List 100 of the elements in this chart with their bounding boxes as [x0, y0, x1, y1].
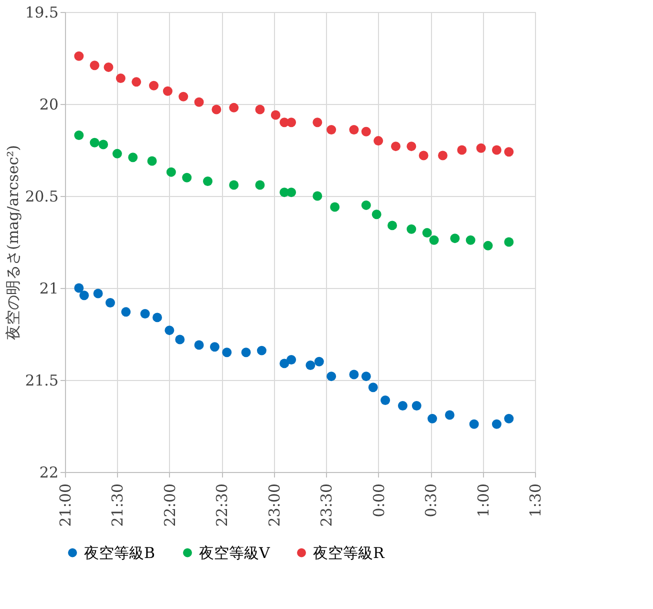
point — [492, 419, 502, 429]
y-tick-label: 20 — [39, 96, 58, 114]
legend-label: 夜空等級R — [313, 544, 385, 562]
point — [450, 234, 460, 244]
point — [93, 288, 103, 298]
point — [368, 382, 378, 392]
point — [90, 60, 100, 70]
point — [194, 340, 204, 350]
point — [74, 51, 84, 61]
point — [361, 126, 371, 136]
point — [140, 309, 150, 318]
point — [162, 86, 172, 96]
point — [116, 74, 126, 83]
point — [106, 298, 115, 308]
point — [132, 77, 142, 87]
point — [175, 334, 185, 344]
x-tick-label: 0:30 — [422, 484, 440, 518]
point — [492, 145, 502, 155]
point — [147, 156, 157, 166]
point — [152, 312, 162, 322]
point — [398, 401, 408, 410]
point — [504, 237, 514, 247]
point — [429, 235, 439, 245]
point — [380, 396, 390, 405]
point — [374, 136, 384, 146]
y-tick-label: 21.5 — [25, 372, 58, 390]
point — [98, 140, 108, 150]
point — [121, 307, 131, 317]
point — [306, 360, 316, 370]
point — [286, 118, 296, 128]
point — [255, 104, 265, 114]
point — [229, 102, 239, 112]
point — [194, 97, 204, 107]
x-tick-label: 23:30 — [318, 484, 336, 527]
point — [212, 104, 222, 114]
point — [469, 419, 479, 429]
point — [349, 125, 359, 134]
point — [164, 326, 174, 336]
point — [372, 210, 382, 220]
x-tick-label: 21:00 — [56, 484, 74, 527]
point — [326, 372, 336, 382]
point — [412, 401, 422, 410]
x-tick-label: 23:00 — [265, 484, 284, 527]
point — [422, 228, 432, 238]
y-tick-label: 21 — [39, 280, 58, 298]
point — [241, 348, 251, 358]
point — [210, 342, 220, 352]
point — [504, 414, 514, 424]
x-tick-label: 22:30 — [213, 484, 232, 527]
point — [256, 346, 266, 356]
x-tick-label: 0:00 — [370, 484, 388, 518]
point — [326, 125, 336, 134]
point — [280, 358, 290, 368]
point — [504, 147, 514, 157]
y-tick-label: 22 — [39, 464, 58, 482]
point — [178, 92, 188, 102]
point — [182, 172, 192, 182]
point — [444, 410, 454, 420]
point — [112, 148, 122, 158]
point — [286, 188, 296, 198]
point — [104, 62, 114, 72]
x-tick-label: 21:30 — [108, 484, 127, 527]
point — [90, 138, 100, 148]
point — [391, 142, 400, 152]
point — [79, 290, 89, 300]
point — [128, 152, 138, 162]
x-tick-label: 1:30 — [526, 484, 544, 518]
legend-label: 夜空等級B — [84, 544, 156, 562]
point — [349, 370, 359, 380]
point — [418, 150, 428, 160]
point — [286, 355, 296, 364]
point — [476, 143, 486, 153]
point — [203, 176, 212, 186]
point — [483, 240, 493, 250]
y-tick-label: 19.5 — [25, 4, 58, 22]
y-axis-title: 夜空の明るさ(mag/arcsec²) — [4, 144, 22, 340]
legend-label: 夜空等級V — [199, 544, 271, 562]
point — [222, 348, 232, 358]
x-tick-label: 22:00 — [160, 484, 179, 527]
point — [314, 356, 324, 366]
x-tick-label: 1:00 — [474, 484, 492, 518]
point — [406, 142, 416, 152]
point — [166, 167, 176, 177]
point — [428, 414, 438, 424]
point — [361, 200, 371, 210]
point — [312, 118, 322, 128]
point — [438, 150, 448, 160]
point — [466, 235, 476, 245]
point — [406, 224, 416, 234]
point — [74, 283, 84, 293]
point — [74, 130, 84, 140]
point — [270, 110, 280, 120]
point — [457, 145, 467, 155]
point — [330, 202, 340, 212]
point — [255, 180, 265, 190]
point — [149, 80, 159, 90]
point — [312, 191, 322, 201]
point — [229, 180, 239, 190]
y-tick-label: 20.5 — [25, 188, 58, 206]
point — [361, 372, 371, 382]
